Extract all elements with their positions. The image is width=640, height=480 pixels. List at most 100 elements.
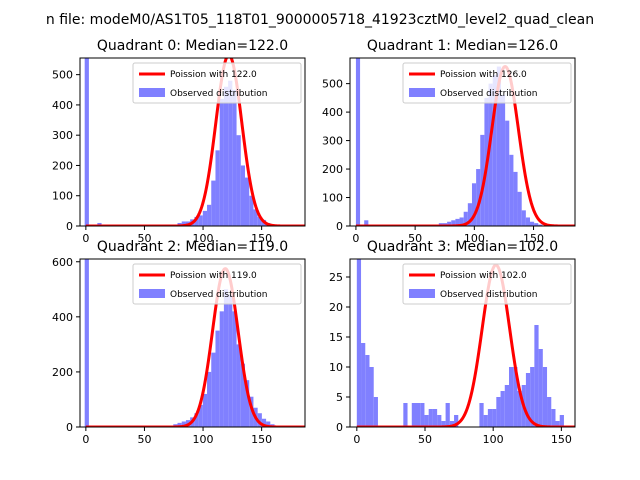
histogram-bar [211, 352, 216, 427]
histogram-bar [232, 89, 237, 226]
histogram-bar [445, 403, 450, 427]
histogram-bar [228, 294, 233, 427]
histogram-bar [181, 421, 186, 427]
histogram-bar [521, 210, 526, 226]
histogram-bar [467, 203, 472, 226]
legend-observed-swatch [139, 289, 165, 298]
legend-observed-label: Observed distribution [170, 89, 267, 99]
histogram-bar [365, 355, 370, 427]
legend-observed-swatch [409, 88, 435, 97]
histogram-bar [202, 210, 208, 226]
histogram-bar [215, 330, 220, 427]
histogram-bar [449, 421, 455, 427]
histogram-bar [181, 221, 186, 226]
histogram-bar [240, 165, 245, 226]
axes-frame [349, 258, 576, 428]
histogram-bar [437, 415, 442, 427]
histogram-bar [236, 344, 241, 427]
y-tick-label: 400 [322, 106, 343, 119]
histogram-bar [403, 403, 408, 427]
histogram-bar [198, 215, 203, 226]
histogram-bar [369, 367, 374, 427]
subplot-quadrant-1: 0 50 100 150 0 100 200 300 400 500 Quadrant 1: Med… [322, 38, 576, 245]
histogram-bar [504, 385, 509, 427]
histogram-bar [373, 397, 378, 427]
histogram-bar [451, 220, 456, 226]
histogram-bar [492, 75, 497, 226]
legend: Poission with 119.0 Observed distribution [132, 263, 302, 305]
plot-area [84, 259, 305, 427]
histogram-bar [476, 169, 481, 226]
poisson-curve [84, 267, 305, 427]
histogram-bar [517, 391, 522, 427]
histogram-bar [194, 216, 199, 226]
histogram-bar [479, 403, 484, 427]
x-tick-label: 0 [353, 433, 360, 446]
histogram-bar [496, 66, 501, 226]
histogram-bar [194, 413, 199, 427]
histogram-bar [487, 409, 493, 427]
axes-frame [349, 57, 576, 227]
histogram-bar [211, 180, 216, 226]
legend: Poission with 122.0 Observed distribution [132, 62, 302, 104]
legend-observed-label: Observed distribution [440, 290, 537, 300]
legend-observed-label: Observed distribution [440, 89, 537, 99]
histogram-bar [219, 311, 224, 427]
histogram-bar [517, 191, 522, 226]
y-tick-label: 500 [322, 78, 343, 91]
histogram-bar [534, 325, 539, 427]
axes-frame [79, 57, 306, 227]
histogram-bar [420, 403, 425, 427]
histogram-bar [253, 209, 258, 226]
histogram-bar [219, 98, 224, 226]
histogram-bar [361, 343, 366, 427]
histogram-bar [538, 224, 543, 226]
legend-poisson-label: Poission with 122.0 [170, 70, 257, 80]
subplot-quadrant-3: 0 50 100 150 0 5 10 15 20 25 Quadrant 3: Median=10… [329, 239, 576, 446]
axes-frame [79, 258, 306, 428]
poisson-curve [84, 58, 305, 226]
y-tick-label: 200 [322, 163, 343, 176]
y-tick-label: 0 [336, 220, 343, 233]
histogram-bar [245, 380, 250, 427]
histogram-bar [454, 415, 459, 427]
legend-observed-swatch [409, 289, 435, 298]
histogram-bar [355, 58, 361, 226]
legend-observed-swatch [139, 88, 165, 97]
x-tick-label: 150 [251, 232, 272, 245]
x-tick-label: 100 [193, 433, 214, 446]
y-tick-label: 400 [52, 99, 73, 112]
x-tick-label: 50 [418, 433, 432, 446]
histogram-bar [559, 415, 564, 427]
histogram-bar [177, 422, 182, 427]
y-tick-label: 600 [52, 256, 73, 269]
subplot-title: Quadrant 1: Median=126.0 [367, 38, 558, 54]
histogram-bar [364, 220, 369, 226]
histogram-bar [215, 150, 220, 226]
x-tick-label: 0 [82, 232, 89, 245]
histogram-bar [459, 217, 464, 226]
y-tick-label: 300 [322, 135, 343, 148]
histogram-bar [530, 367, 535, 427]
histogram-bar [538, 349, 543, 427]
legend-box [132, 263, 302, 305]
legend-box [132, 62, 302, 104]
x-tick-label: 150 [523, 232, 544, 245]
histogram-bar [84, 259, 89, 427]
histogram-bar [534, 223, 539, 226]
legend-poisson-label: Poission with 126.0 [440, 70, 527, 80]
legend-box [402, 263, 572, 305]
histogram-bar [530, 221, 535, 226]
histogram-bar [202, 393, 208, 427]
histogram-bar [428, 409, 433, 427]
histogram-bar [496, 397, 501, 427]
x-tick-label: 100 [483, 433, 504, 446]
histogram-bar [207, 204, 212, 226]
legend-poisson-label: Poission with 102.0 [440, 271, 527, 281]
histogram-bar [97, 222, 102, 226]
y-tick-label: 15 [329, 331, 343, 344]
x-tick-label: 0 [82, 433, 89, 446]
histogram-bar [483, 415, 488, 427]
histogram-bar [84, 58, 89, 226]
